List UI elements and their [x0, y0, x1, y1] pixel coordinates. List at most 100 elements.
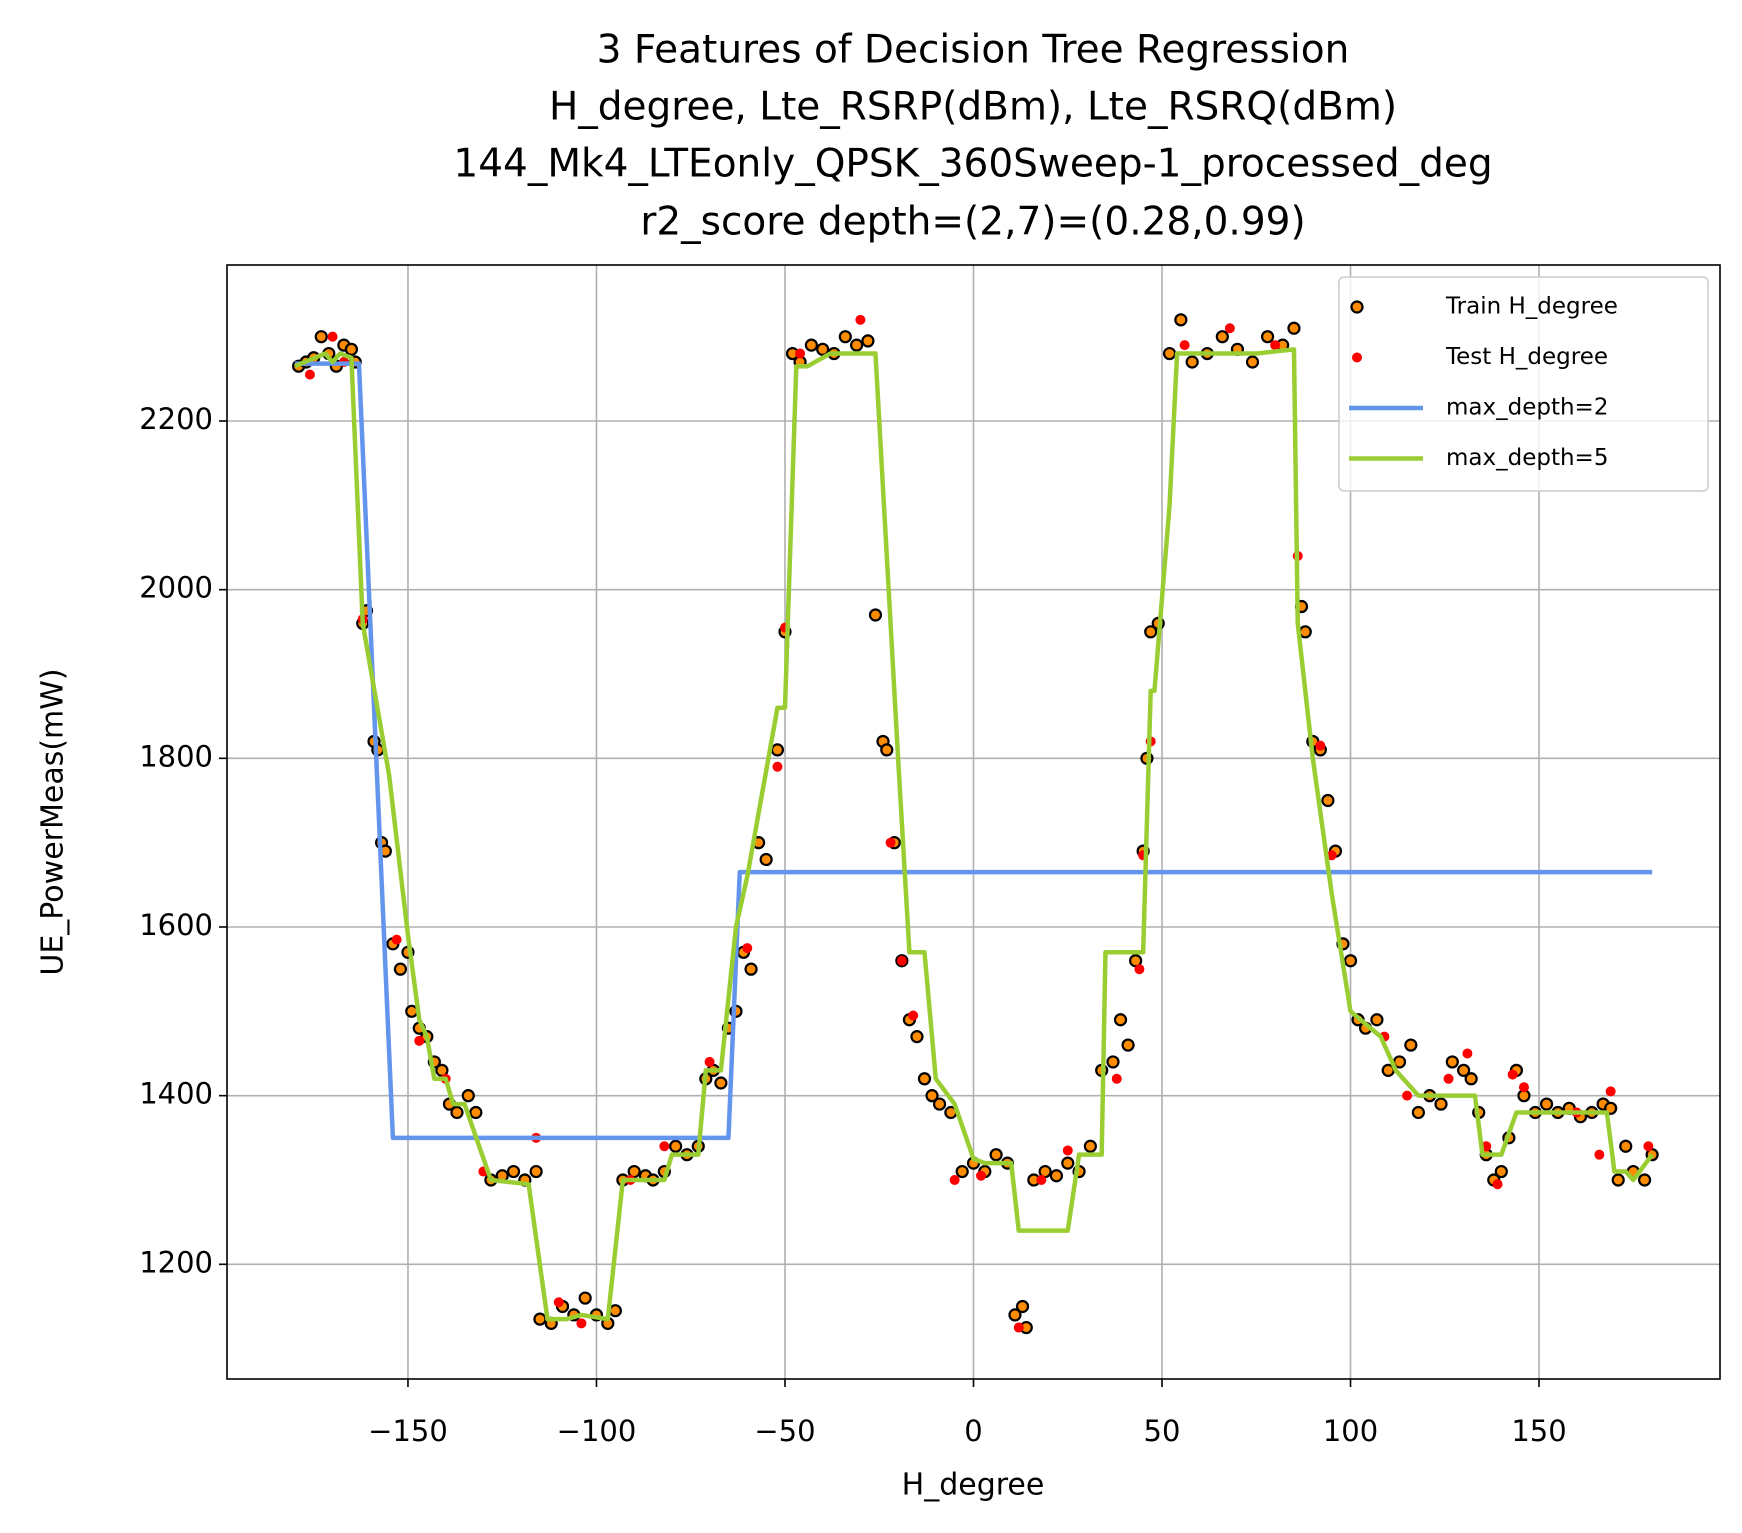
scatter-point: [1507, 1069, 1518, 1080]
scatter-point: [850, 338, 864, 352]
scatter-point: [1121, 1038, 1135, 1052]
x-tick-label: −100: [557, 1414, 637, 1448]
scatter-point: [1106, 1055, 1120, 1069]
scatter-point: [1434, 1097, 1448, 1111]
scatter-point: [1539, 1097, 1554, 1111]
legend-marker: [1352, 352, 1362, 363]
scatter-point: [1411, 1105, 1425, 1120]
chart-title: r2_score depth=(2,7)=(0.28,0.99): [640, 200, 1305, 245]
legend-label: max_depth=2: [1446, 395, 1608, 421]
x-tick-label: −50: [754, 1414, 815, 1448]
scatter-point: [659, 1141, 670, 1152]
legend-label: max_depth=5: [1446, 445, 1608, 471]
scatter-point: [1637, 1173, 1652, 1187]
scatter-point: [304, 369, 315, 380]
scatter-point: [1111, 1073, 1122, 1084]
scatter-point: [1343, 954, 1358, 968]
scatter-point: [576, 1318, 587, 1329]
scatter-point: [506, 1164, 521, 1179]
scatter-point: [1457, 1063, 1471, 1077]
scatter-point: [1402, 1090, 1413, 1101]
chart-title: 3 Features of Decision Tree Regression: [597, 28, 1350, 73]
scatter-point: [1643, 1141, 1654, 1152]
scatter-point: [989, 1148, 1003, 1162]
scatter-point: [908, 1010, 919, 1021]
scatter-point: [759, 852, 773, 867]
scatter-point: [868, 608, 883, 622]
legend-box: [1338, 276, 1709, 492]
scatter-point: [1270, 340, 1281, 351]
chart-title: H_degree, Lte_RSRP(dBm), Lte_RSRQ(dBm): [549, 85, 1397, 130]
scatter-point: [910, 1030, 924, 1044]
y-tick-label: 1600: [139, 908, 213, 942]
scatter-point: [533, 1312, 547, 1326]
ticks: −150 −100 −50 0 50 100 150 1200 1400 1600 1800 2000…: [139, 402, 1567, 1448]
scatter-point: [804, 338, 818, 352]
scatter-point: [391, 934, 402, 945]
scatter-point: [1492, 1179, 1503, 1190]
x-tick-label: −150: [368, 1414, 448, 1448]
scatter-point: [327, 331, 338, 342]
scatter-point: [1224, 323, 1235, 334]
scatter-point: [608, 1304, 622, 1318]
legend-marker: [1350, 300, 1364, 314]
scatter-point: [1611, 1173, 1625, 1187]
scatter-point: [1062, 1145, 1073, 1156]
x-tick-label: 0: [964, 1414, 982, 1448]
scatter-point: [393, 962, 408, 976]
scatter-point: [578, 1291, 592, 1305]
scatter-point: [1113, 1013, 1128, 1027]
y-tick-label: 1800: [139, 739, 213, 773]
x-tick-label: 100: [1323, 1414, 1378, 1448]
scatter-point: [1494, 1164, 1508, 1179]
scatter-point: [1144, 625, 1158, 639]
scatter-point: [1013, 1322, 1024, 1333]
scatter-point: [1445, 1055, 1459, 1069]
legend: Train H_degree Test H_degree max_depth=2ma…: [1338, 276, 1709, 492]
scatter-point: [742, 943, 753, 954]
scatter-point: [932, 1097, 947, 1111]
scatter-point: [1443, 1073, 1454, 1084]
scatter-point: [704, 1056, 715, 1067]
scatter-point: [1061, 1156, 1075, 1170]
plot-area: [292, 313, 1659, 1335]
y-tick-label: 1200: [139, 1245, 213, 1279]
scatter-point: [669, 1139, 683, 1153]
scatter-point: [1215, 330, 1229, 344]
scatter-point: [861, 334, 875, 348]
scatter-point: [1321, 793, 1335, 808]
scatter-point: [1619, 1139, 1633, 1153]
scatter-point: [838, 330, 852, 344]
scatter-point: [1464, 1072, 1478, 1086]
line: [294, 361, 1653, 1141]
x-tick-label: 50: [1144, 1414, 1181, 1448]
scatter-point: [1594, 1149, 1605, 1160]
scatter-point: [529, 1164, 543, 1179]
scatter-point: [1083, 1139, 1097, 1153]
scatter-point: [1462, 1048, 1473, 1059]
scatter-point: [1370, 1013, 1384, 1027]
scatter-point: [1315, 740, 1326, 751]
scatter-point: [1015, 1299, 1030, 1314]
scatter-point: [896, 955, 907, 966]
y-tick-label: 2200: [139, 402, 213, 436]
scatter-point: [1404, 1038, 1418, 1052]
x-axis-label: H_degree: [902, 1468, 1045, 1503]
scatter-point: [1036, 1174, 1047, 1185]
scatter-point: [314, 330, 328, 344]
scatter-point: [469, 1105, 483, 1120]
scatter-point: [976, 1170, 987, 1181]
scatter-point: [955, 1164, 969, 1179]
scatter-point: [1049, 1169, 1064, 1183]
scatter-point: [816, 342, 830, 356]
scatter-point: [1185, 355, 1199, 369]
scatter-point: [744, 962, 758, 976]
scatter-point: [880, 743, 894, 757]
scatter-point: [1260, 330, 1275, 344]
line: [293, 347, 1654, 1322]
scatter-point: [772, 761, 783, 772]
scatter-point: [917, 1072, 932, 1086]
scatter-point: [949, 1174, 960, 1185]
scatter-point: [855, 314, 866, 325]
